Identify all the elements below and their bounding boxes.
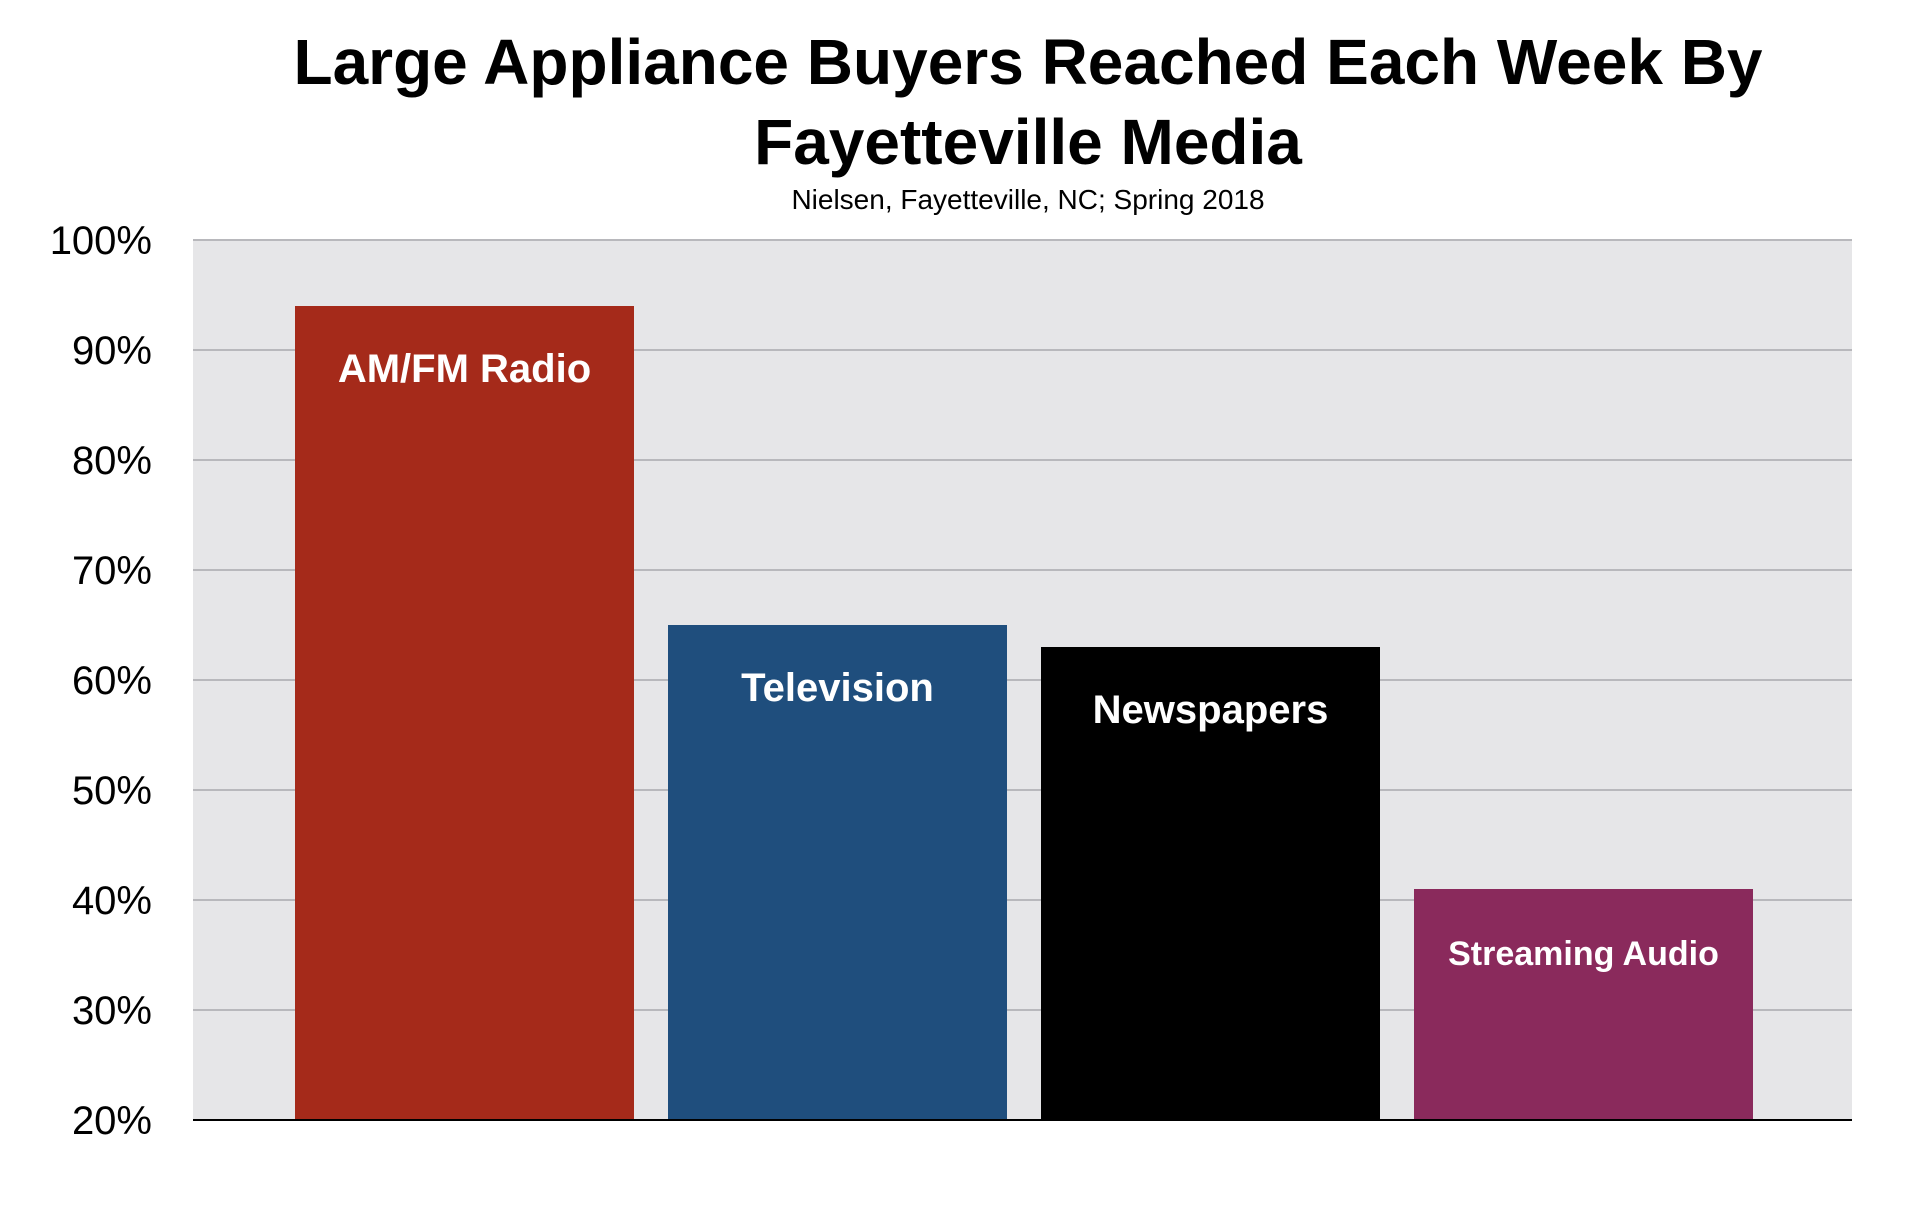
bar-streaming-audio [1414, 889, 1753, 1120]
bar-television [668, 625, 1007, 1120]
y-tick-label: 60% [72, 659, 152, 703]
bar-label: AM/FM Radio [338, 347, 591, 391]
y-tick-label: 20% [72, 1099, 152, 1143]
bars: AM/FM Radio Television Newspapers Streaming… [295, 306, 1753, 1120]
chart-title-line-2: Fayetteville Media [754, 106, 1302, 178]
bar-am-fm-radio [295, 306, 634, 1120]
chart-title-line-1: Large Appliance Buyers Reached Each Week… [293, 26, 1763, 98]
y-tick-label: 30% [72, 989, 152, 1033]
bar-label: Streaming Audio [1448, 935, 1719, 973]
bar-label: Television [741, 666, 934, 710]
y-tick-label: 40% [72, 879, 152, 923]
y-tick-label: 70% [72, 549, 152, 593]
bar-newspapers [1041, 647, 1380, 1120]
y-tick-label: 80% [72, 439, 152, 483]
y-tick-label: 90% [72, 329, 152, 373]
y-axis-tick-labels: 20% 30% 40% 50% 60% 70% 80% 90% 100% [50, 219, 152, 1143]
y-tick-label: 100% [50, 219, 152, 263]
y-tick-label: 50% [72, 769, 152, 813]
bar-label: Newspapers [1093, 688, 1329, 732]
chart-subtitle: Nielsen, Fayetteville, NC; Spring 2018 [791, 184, 1265, 215]
